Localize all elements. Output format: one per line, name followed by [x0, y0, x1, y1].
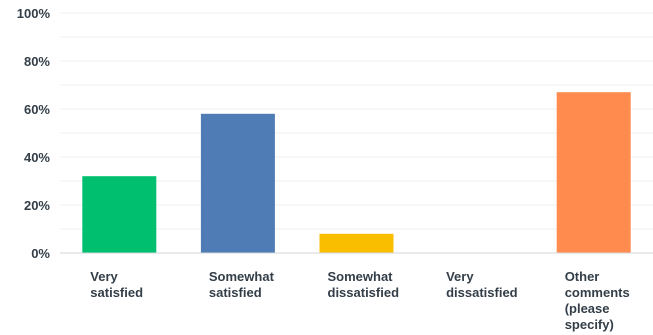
y-tick-label: 40%	[24, 150, 50, 165]
bar[interactable]	[200, 113, 275, 253]
bar[interactable]	[556, 92, 631, 253]
x-tick-label: Somewhat satisfied	[208, 269, 274, 300]
y-tick-label: 80%	[24, 54, 50, 69]
x-tick-label: Somewhat dissatisfied	[327, 269, 400, 300]
y-tick-label: 0%	[31, 246, 50, 261]
y-tick-label: 60%	[24, 102, 50, 117]
bars	[82, 92, 631, 253]
y-tick-label: 100%	[17, 6, 51, 21]
y-axis-ticks: 0% 20% 40% 60% 80% 100%	[17, 6, 51, 261]
bar[interactable]	[319, 233, 394, 253]
grid-lines	[60, 12, 653, 254]
x-tick-label: Very satisfied	[90, 269, 144, 300]
bar[interactable]	[82, 176, 157, 253]
y-tick-label: 20%	[24, 198, 50, 213]
x-tick-label: Very dissatisfied	[446, 269, 518, 300]
x-tick-label: Other comments (please specify)	[564, 269, 630, 332]
